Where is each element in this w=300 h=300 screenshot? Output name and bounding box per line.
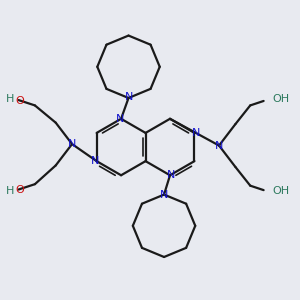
Text: OH: OH — [272, 94, 290, 104]
Text: H: H — [6, 186, 14, 196]
Text: OH: OH — [272, 186, 290, 196]
Text: O: O — [15, 184, 24, 194]
Text: N: N — [68, 139, 76, 149]
Text: H: H — [6, 94, 14, 104]
Text: N: N — [160, 190, 168, 200]
Text: N: N — [125, 92, 133, 102]
Text: N: N — [192, 128, 200, 138]
Text: O: O — [15, 96, 24, 106]
Text: N: N — [91, 156, 99, 166]
Text: N: N — [215, 140, 223, 151]
Text: N: N — [167, 170, 176, 180]
Text: N: N — [116, 114, 124, 124]
